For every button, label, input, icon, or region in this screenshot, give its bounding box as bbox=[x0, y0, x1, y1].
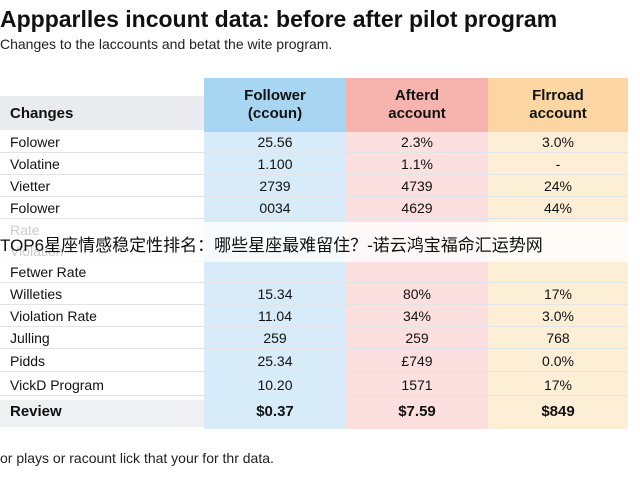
cell-value: 0034 bbox=[259, 200, 291, 216]
header-fir-label: Flrroad account bbox=[529, 87, 587, 122]
cell-value: 0.0% bbox=[542, 353, 574, 369]
row-divider bbox=[0, 174, 628, 175]
cell-value: 259 bbox=[405, 330, 429, 346]
cell-value: 15.34 bbox=[257, 286, 293, 302]
table-row: Willeties 15.34 80% 17% bbox=[0, 283, 628, 305]
table-row: Review $0.37 $7.59 $849 bbox=[0, 401, 628, 423]
cell-value bbox=[346, 261, 488, 283]
row-divider bbox=[0, 371, 628, 372]
row-divider bbox=[0, 152, 628, 153]
cell-value: 259 bbox=[263, 330, 287, 346]
cell-value bbox=[488, 261, 628, 283]
row-divider bbox=[0, 196, 628, 197]
table-row: Violation Rate 11.04 34% 3.0% bbox=[0, 305, 628, 327]
table-row: VickD Program 10.20 1571 17% bbox=[0, 374, 628, 396]
table-row: Vietter 2739 4739 24% bbox=[0, 175, 628, 197]
row-divider bbox=[0, 348, 628, 349]
row-label: VickD Program bbox=[10, 377, 104, 393]
cell-value: £749 bbox=[401, 353, 433, 369]
watermark-banner: TOP6星座情感稳定性排名：哪些星座最难留住？-诺云鸿宝福命汇运势网 bbox=[0, 222, 640, 262]
cell-value: 17% bbox=[543, 377, 573, 393]
cell-value: 80% bbox=[402, 286, 432, 302]
cell-value: 10.20 bbox=[257, 377, 293, 393]
cell-value: 3.0% bbox=[542, 308, 574, 324]
table-row: Folower 25.56 2.3% 3.0% bbox=[0, 131, 628, 153]
row-divider bbox=[0, 326, 628, 327]
table-row: Pidds 25.34 £749 0.0% bbox=[0, 350, 628, 372]
header-changes-label: Changes bbox=[10, 104, 74, 122]
cell-value: 44% bbox=[543, 200, 573, 216]
watermark-text: TOP6星座情感稳定性排名：哪些星座最难留住？-诺云鸿宝福命汇运势网 bbox=[0, 236, 543, 255]
header-follower-label: Follower (ccoun) bbox=[244, 87, 306, 122]
row-label: Willeties bbox=[10, 286, 63, 302]
cell-value: 34% bbox=[402, 308, 432, 324]
table-row: Fetwer Rate bbox=[0, 261, 628, 283]
footer-note: or plays or racount lick that your for t… bbox=[0, 450, 274, 466]
cell-value: 4629 bbox=[401, 200, 433, 216]
cell-value: 2.3% bbox=[401, 134, 433, 150]
cell-value: 25.34 bbox=[257, 353, 293, 369]
row-divider bbox=[0, 304, 628, 305]
cell-value: 11.04 bbox=[258, 308, 292, 324]
cell-value: 2739 bbox=[259, 178, 291, 194]
cell-value: 1571 bbox=[401, 377, 433, 393]
row-divider bbox=[0, 395, 628, 396]
cell-value: 17% bbox=[543, 286, 573, 302]
chart-title: Appparlles incount data: before after pi… bbox=[0, 6, 558, 32]
row-label: Folower bbox=[10, 134, 60, 150]
cell-value: 768 bbox=[546, 330, 570, 346]
table-row: Julling 259 259 768 bbox=[0, 327, 628, 349]
cell-value: 4739 bbox=[401, 178, 433, 194]
table-row: Folower 0034 4629 44% bbox=[0, 197, 628, 219]
header-fir: Flrroad account bbox=[488, 78, 628, 132]
row-label: Pidds bbox=[10, 353, 46, 369]
row-label: Folower bbox=[10, 200, 60, 216]
row-divider bbox=[0, 282, 628, 283]
row-divider bbox=[0, 218, 628, 219]
chart-subtitle: Changes to the laccounts and betat the w… bbox=[0, 36, 333, 52]
header-after: Afterd account bbox=[346, 78, 488, 132]
cell-value bbox=[204, 261, 346, 283]
review-row-band bbox=[0, 400, 204, 427]
table-row: Volatine 1.100 1.1% - bbox=[0, 153, 628, 175]
cell-value: $849 bbox=[541, 403, 575, 420]
header-follower: Follower (ccoun) bbox=[204, 78, 346, 132]
cell-value: 24% bbox=[543, 178, 573, 194]
cell-value: 1.1% bbox=[401, 156, 433, 172]
cell-value: $0.37 bbox=[256, 403, 294, 420]
cell-value: $7.59 bbox=[398, 403, 436, 420]
row-label: Violation Rate bbox=[10, 308, 97, 324]
cell-value: - bbox=[555, 156, 561, 172]
cell-value: 3.0% bbox=[542, 134, 574, 150]
row-label: Volatine bbox=[10, 156, 60, 172]
row-label: Fetwer Rate bbox=[10, 264, 87, 280]
cell-value: 25.56 bbox=[257, 134, 293, 150]
header-after-label: Afterd account bbox=[388, 87, 446, 122]
row-label: Vietter bbox=[10, 178, 51, 194]
row-label: Julling bbox=[10, 330, 50, 346]
row-label: Review bbox=[10, 403, 62, 420]
header-changes: Changes bbox=[0, 96, 204, 130]
cell-value: 1.100 bbox=[257, 156, 293, 172]
